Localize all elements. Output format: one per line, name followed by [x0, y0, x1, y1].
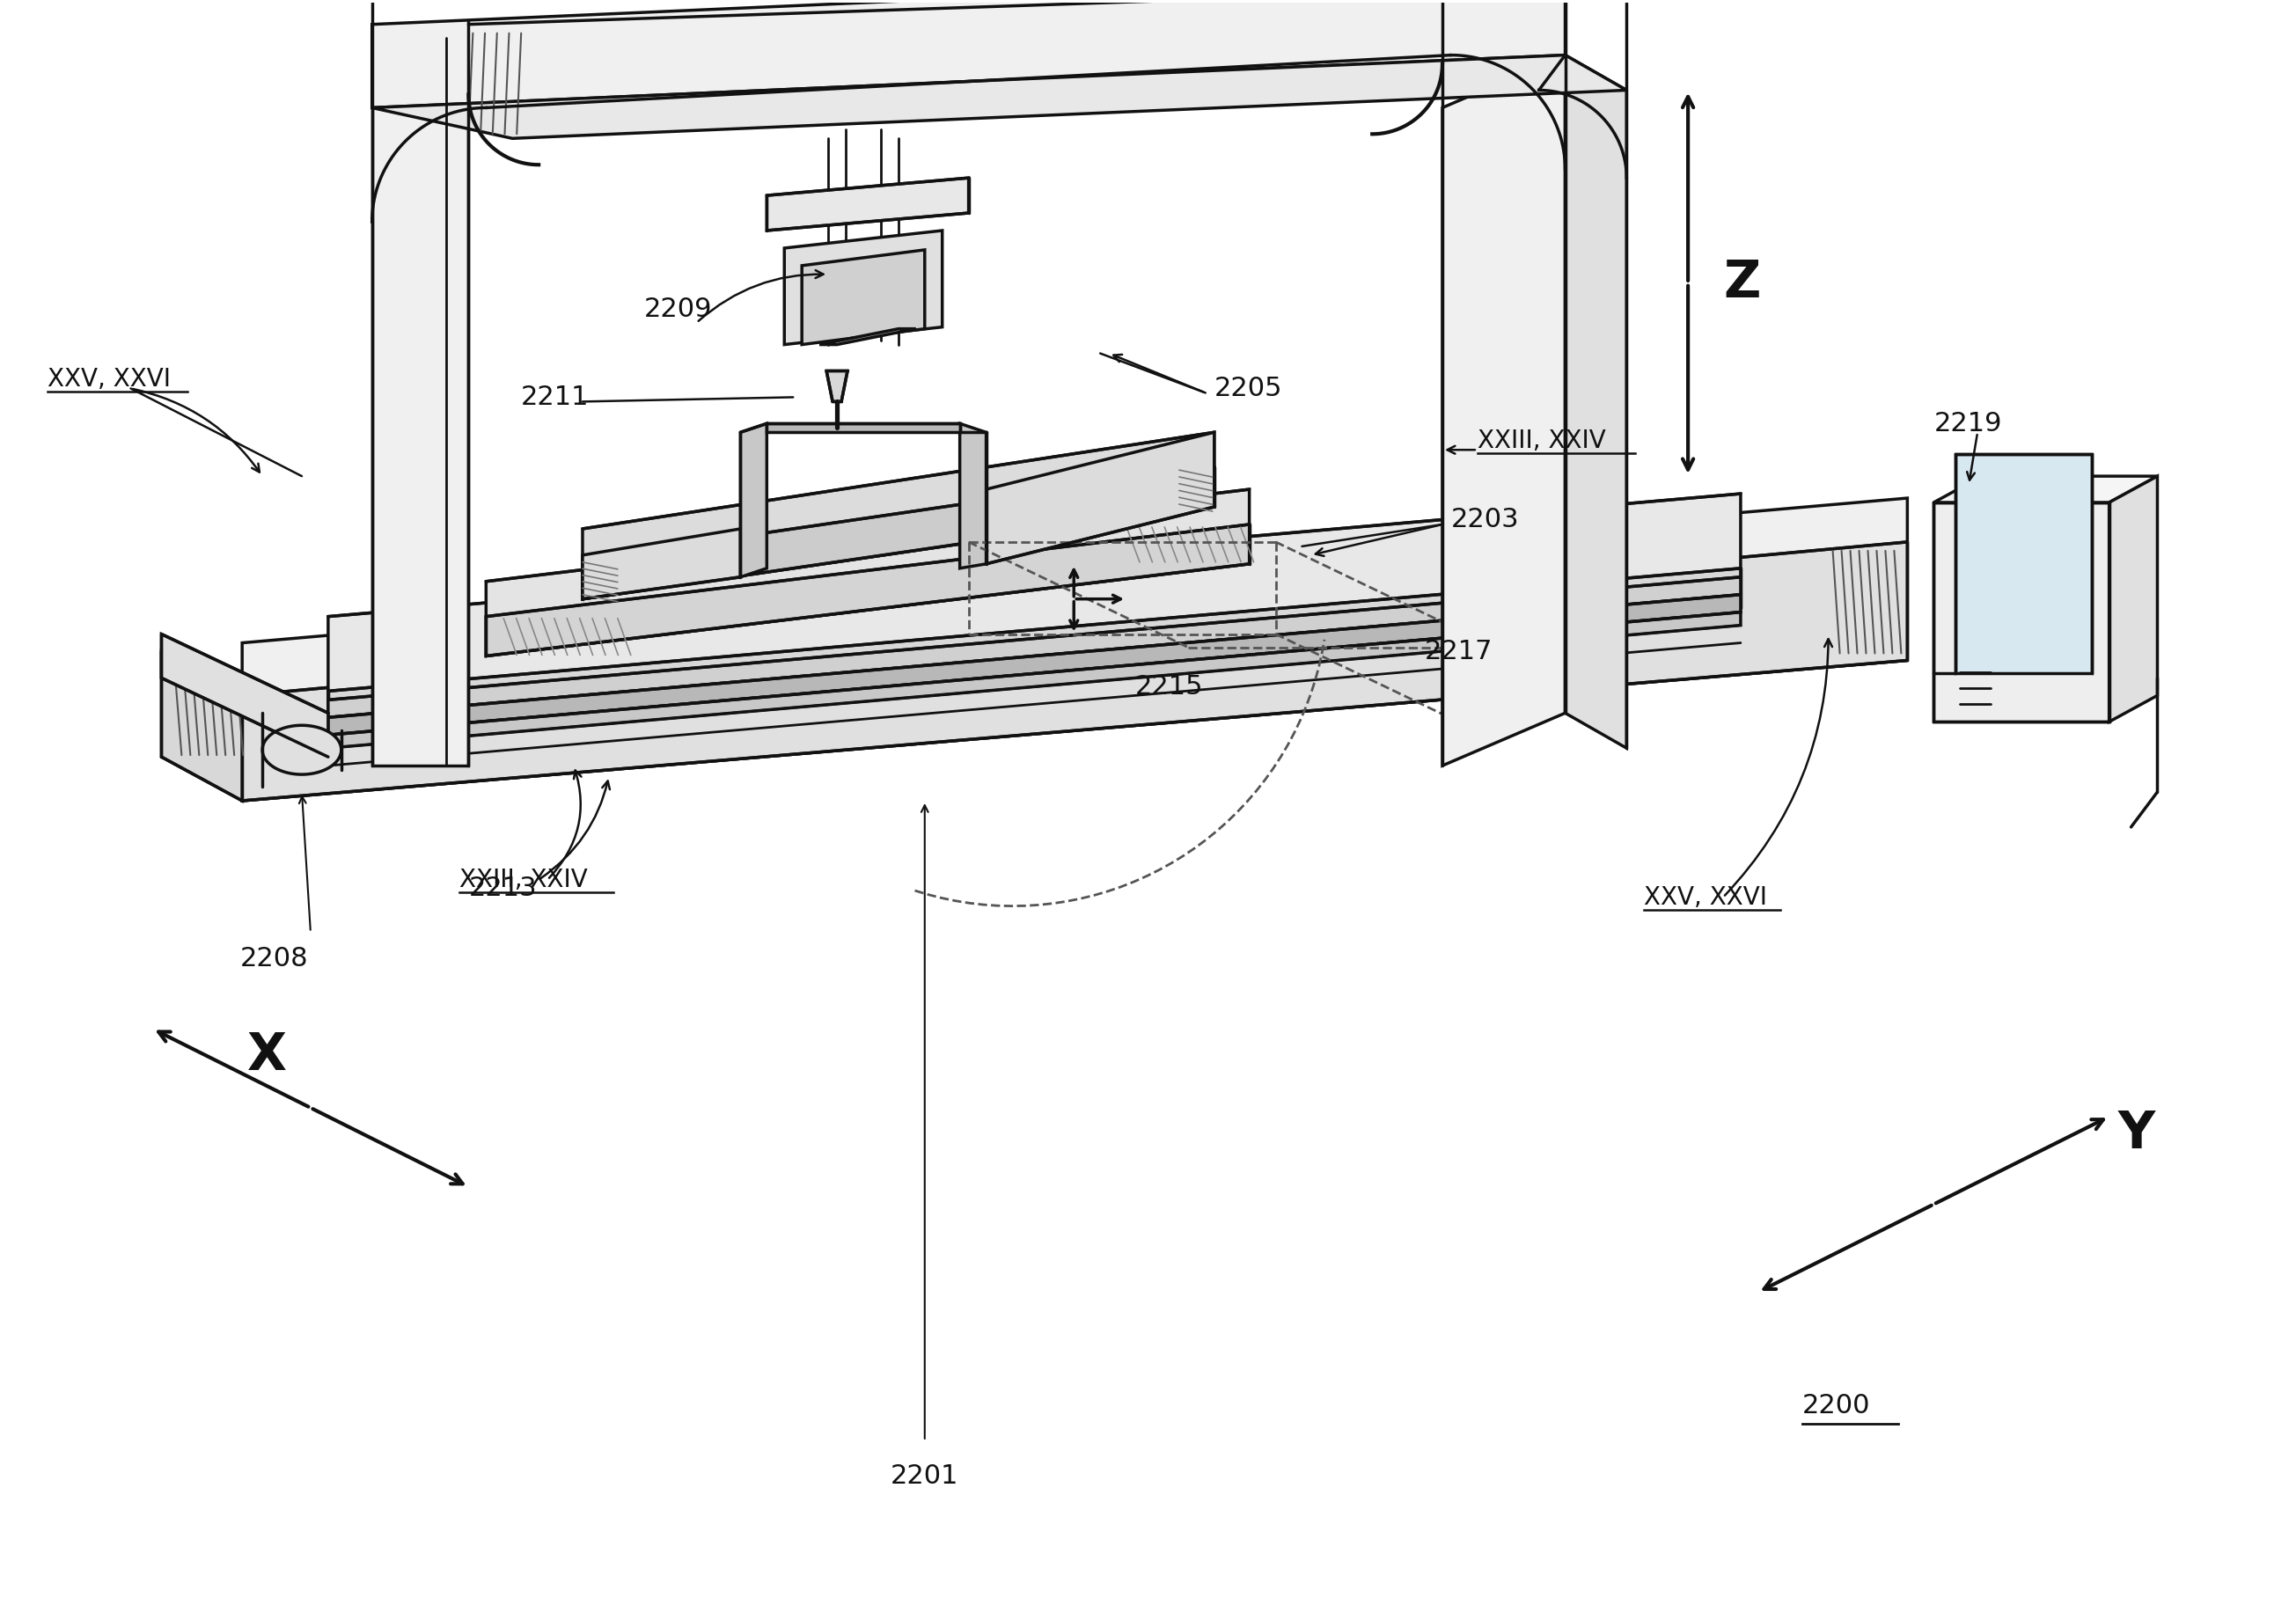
Text: 2203: 2203 — [1451, 507, 1520, 532]
Text: 2208: 2208 — [241, 946, 308, 972]
Text: XXV, XXVI: XXV, XXVI — [1644, 885, 1768, 909]
Text: 2200: 2200 — [1802, 1393, 1871, 1419]
Text: 2201: 2201 — [891, 1464, 960, 1489]
Polygon shape — [583, 467, 1215, 599]
Polygon shape — [583, 433, 1215, 599]
Text: 2215: 2215 — [1134, 674, 1203, 700]
Polygon shape — [1956, 454, 2092, 673]
Polygon shape — [372, 107, 468, 765]
Text: XXIII, XXIV: XXIII, XXIV — [1476, 428, 1605, 454]
Polygon shape — [985, 433, 1215, 564]
Polygon shape — [262, 725, 342, 775]
Polygon shape — [827, 371, 847, 401]
Polygon shape — [372, 0, 1566, 107]
Polygon shape — [328, 569, 1740, 730]
Text: 2205: 2205 — [1215, 376, 1283, 401]
Text: XXIII, XXIV: XXIII, XXIV — [459, 868, 588, 892]
Text: 2209: 2209 — [643, 297, 712, 323]
Text: 2219: 2219 — [1933, 411, 2002, 436]
Polygon shape — [1442, 54, 1566, 765]
Text: XXV, XXVI: XXV, XXVI — [48, 368, 170, 392]
Polygon shape — [328, 612, 1740, 748]
Text: Y: Y — [2117, 1109, 2156, 1159]
Polygon shape — [801, 249, 925, 345]
Text: 2211: 2211 — [521, 385, 590, 411]
Polygon shape — [785, 230, 941, 345]
Text: 2217: 2217 — [1426, 639, 1492, 665]
Polygon shape — [767, 423, 960, 433]
Polygon shape — [742, 423, 767, 577]
Polygon shape — [1933, 476, 2158, 502]
Polygon shape — [372, 54, 1626, 139]
Polygon shape — [328, 594, 1740, 735]
Polygon shape — [2110, 476, 2158, 722]
Polygon shape — [1933, 502, 2110, 722]
Text: Z: Z — [1722, 259, 1761, 308]
Polygon shape — [960, 423, 985, 569]
Polygon shape — [1566, 54, 1626, 748]
Polygon shape — [328, 577, 1740, 718]
Polygon shape — [767, 177, 969, 230]
Polygon shape — [328, 494, 1740, 730]
Polygon shape — [487, 524, 1249, 657]
Polygon shape — [820, 329, 916, 345]
Polygon shape — [241, 499, 1908, 801]
Polygon shape — [161, 652, 241, 801]
Polygon shape — [241, 542, 1908, 801]
Polygon shape — [487, 489, 1249, 657]
Text: 2213: 2213 — [468, 876, 537, 901]
Text: X: X — [248, 1031, 287, 1080]
Polygon shape — [583, 529, 742, 599]
Polygon shape — [161, 634, 328, 757]
